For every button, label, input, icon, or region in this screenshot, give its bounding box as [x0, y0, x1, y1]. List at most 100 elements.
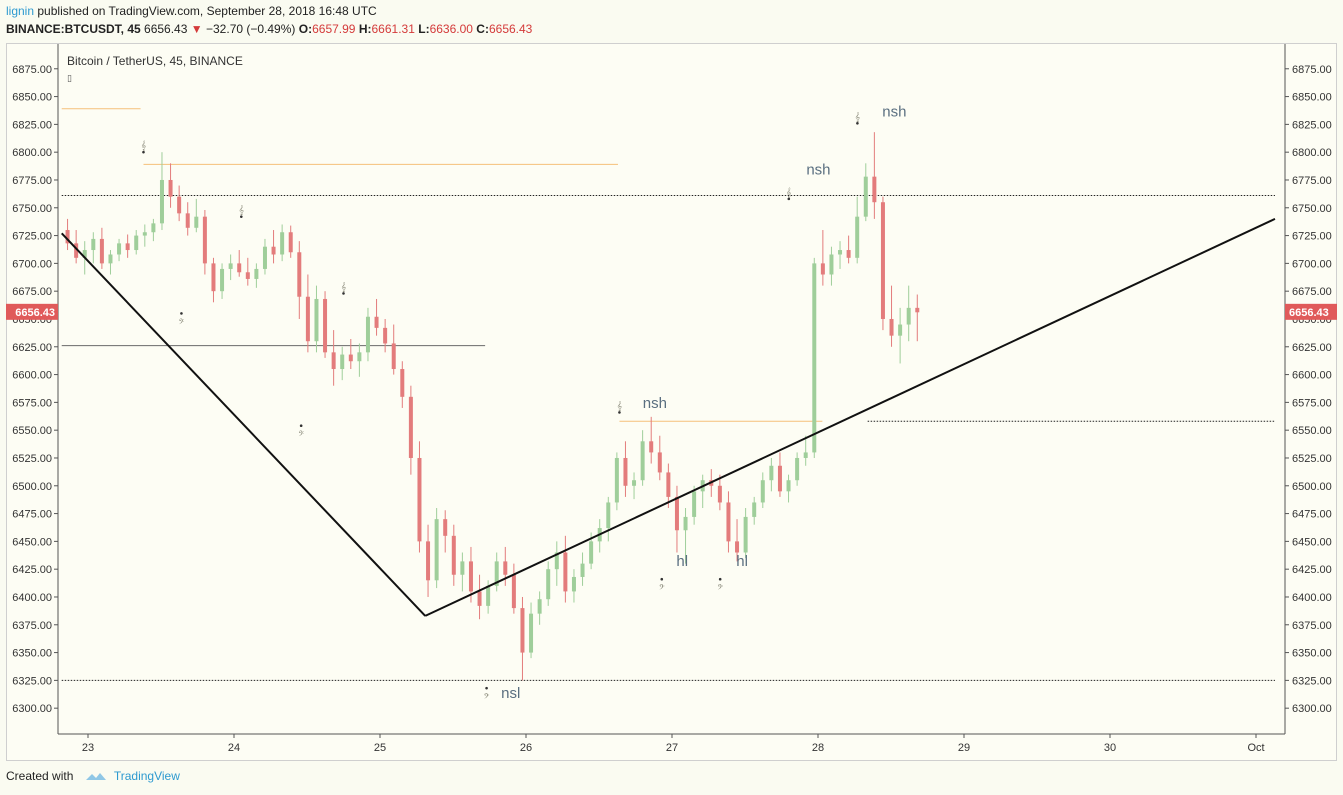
y-tick-label-right: 6550.00 [1292, 425, 1332, 437]
x-tick-label: 28 [812, 742, 824, 754]
candle-body [74, 243, 79, 258]
close-value: 6656.43 [488, 22, 533, 36]
last-price: 6656.43 [144, 22, 188, 36]
last-price-label-left: 6656.43 [15, 307, 55, 319]
y-tick-label-right: 6800.00 [1292, 147, 1332, 159]
candle-body [803, 452, 808, 458]
candle-body [125, 243, 130, 251]
fractal-high-icon: 𝄞 [239, 205, 244, 216]
candle-body [426, 541, 431, 581]
candle-body [271, 246, 276, 255]
candle-body [632, 480, 637, 486]
fractal-dot [299, 424, 303, 428]
tradingview-logo-icon [85, 772, 106, 780]
candle-body [752, 502, 757, 517]
annotation-nsh: nsh [806, 161, 830, 178]
candle-body [537, 599, 542, 614]
candle-body [494, 561, 499, 586]
candle-body [185, 213, 190, 228]
candle-body [477, 591, 482, 606]
y-tick-label-right: 6775.00 [1292, 175, 1332, 187]
fractal-dot [342, 292, 345, 295]
fractal-dot [240, 215, 243, 218]
annotation-hl: hl [736, 553, 748, 570]
chart-title: Bitcoin / TetherUS, 45, BINANCE [67, 54, 243, 68]
fractal-low-icon: 𝄢 [484, 692, 490, 703]
candle-body [117, 243, 122, 255]
candle-body [589, 541, 594, 564]
candle-body [872, 176, 877, 203]
candle-body [331, 352, 336, 370]
candle-body [323, 298, 328, 353]
fractal-low-icon: 𝄢 [179, 317, 185, 328]
candle-body [486, 585, 491, 606]
close-label: C: [476, 22, 489, 36]
high-value: 6661.31 [371, 22, 415, 36]
y-tick-label-right: 6475.00 [1292, 509, 1332, 521]
candle-body [692, 491, 697, 517]
candle-body [546, 569, 551, 600]
y-tick-label-left: 6500.00 [12, 481, 52, 493]
candle-body [520, 608, 525, 653]
author-link[interactable]: lignin [6, 4, 35, 18]
candle-body [400, 369, 405, 397]
publish-info: lignin published on TradingView.com, Sep… [6, 4, 377, 18]
y-tick-label-right: 6575.00 [1292, 397, 1332, 409]
candle-body [503, 561, 508, 575]
candle-body [735, 541, 740, 553]
fractal-high-icon: 𝄞 [617, 400, 622, 411]
fractal-dot [718, 577, 722, 581]
candle-body [880, 202, 885, 319]
y-tick-label-right: 6325.00 [1292, 675, 1332, 687]
x-tick-label: 29 [958, 742, 970, 754]
candle-body [898, 324, 903, 336]
fractal-high-icon: 𝄞 [341, 281, 346, 292]
y-tick-label-right: 6600.00 [1292, 370, 1332, 382]
candle-body [82, 250, 87, 258]
y-tick-label-right: 6425.00 [1292, 564, 1332, 576]
trend-line [424, 217, 1276, 617]
y-tick-label-left: 6400.00 [12, 592, 52, 604]
y-tick-label-left: 6550.00 [12, 425, 52, 437]
candle-body [649, 441, 654, 453]
symbol-name: BINANCE:BTCUSDT, 45 [6, 22, 141, 36]
candle-body [340, 354, 345, 370]
y-tick-label-left: 6675.00 [12, 286, 52, 298]
candle-body [863, 176, 868, 217]
candle-body [726, 502, 731, 542]
chart-panel[interactable] [6, 43, 1337, 761]
candle-body [391, 343, 396, 370]
candle-body [623, 457, 628, 486]
candle-body [237, 263, 242, 273]
candle-body [717, 485, 722, 503]
y-tick-label-left: 6700.00 [12, 258, 52, 270]
symbol-info: BINANCE:BTCUSDT, 45 6656.43 ▼ −32.70 (−0… [6, 22, 532, 36]
fractal-dot [618, 411, 621, 414]
y-tick-label-right: 6375.00 [1292, 620, 1332, 632]
tradingview-link[interactable]: TradingView [113, 769, 180, 783]
candle-body [777, 465, 782, 492]
candle-body [297, 252, 302, 297]
y-tick-label-left: 6350.00 [12, 648, 52, 660]
y-tick-label-left: 6575.00 [12, 397, 52, 409]
candle-body [468, 561, 473, 592]
y-tick-label-left: 6450.00 [12, 536, 52, 548]
annotation-hl: hl [676, 553, 688, 570]
candle-body [743, 516, 748, 553]
y-tick-label-left: 6600.00 [12, 370, 52, 382]
legend-marker-icon: ▯ [67, 74, 72, 84]
y-tick-label-left: 6525.00 [12, 453, 52, 465]
candle-body [511, 574, 516, 609]
candle-body [674, 496, 679, 531]
y-tick-label-right: 6625.00 [1292, 342, 1332, 354]
fractal-dot [485, 686, 488, 690]
fractal-dot [180, 312, 183, 315]
y-tick-label-left: 6825.00 [12, 119, 52, 131]
candle-body [220, 268, 225, 292]
fractal-low-icon: 𝄢 [298, 430, 304, 441]
candle-body [314, 298, 319, 342]
candle-body [838, 250, 843, 255]
candle-body [820, 263, 825, 275]
fractal-dot [142, 150, 145, 154]
